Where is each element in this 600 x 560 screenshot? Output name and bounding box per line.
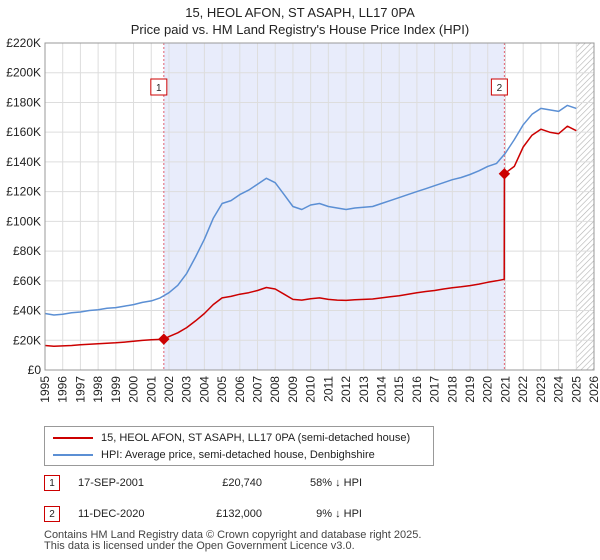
legend-item-property: 15, HEOL AFON, ST ASAPH, LL17 0PA (semi-… <box>53 430 410 446</box>
footer-line-1: Contains HM Land Registry data © Crown c… <box>44 529 422 541</box>
legend-swatch-hpi <box>53 454 93 456</box>
x-tick-label: 2008 <box>268 376 282 403</box>
y-tick-label: £140K <box>6 155 41 169</box>
x-tick-label: 2017 <box>428 376 442 403</box>
x-tick-label: 2018 <box>445 376 459 403</box>
x-tick-label: 2016 <box>410 376 424 403</box>
legend-item-hpi: HPI: Average price, semi-detached house,… <box>53 447 375 463</box>
price-chart: 1 2 £0 £20K £40K £60K £80K £100K £120K £140K £160K… <box>6 36 600 403</box>
chart-legend: 15, HEOL AFON, ST ASAPH, LL17 0PA (semi-… <box>44 426 434 466</box>
sale-point-2 <box>498 168 511 180</box>
y-tick-label: £20K <box>13 333 41 347</box>
x-tick-label: 2023 <box>534 376 548 403</box>
x-tick-label: 2013 <box>357 376 371 403</box>
x-tick-label: 2003 <box>180 376 194 403</box>
x-tick-label: 1997 <box>73 376 87 403</box>
x-tick-label: 2004 <box>197 376 211 403</box>
y-tick-label: £180K <box>6 95 41 109</box>
legend-swatch-property <box>53 437 93 439</box>
x-tick-label: 2026 <box>587 376 600 403</box>
sale-price-2: £132,000 <box>216 508 262 520</box>
x-tick-label: 2019 <box>463 376 477 403</box>
x-tick-label: 2000 <box>127 376 141 403</box>
x-tick-label: 2006 <box>233 376 247 403</box>
y-tick-label: £40K <box>13 304 41 318</box>
x-tick-label: 1998 <box>91 376 105 403</box>
sale-price-1: £20,740 <box>222 477 262 489</box>
sale-row-1: 1 17-SEP-2001 £20,740 58% ↓ HPI <box>44 473 362 493</box>
chart-title: 15, HEOL AFON, ST ASAPH, LL17 0PA Price … <box>0 4 600 38</box>
title-line-2: Price paid vs. HM Land Registry's House … <box>130 22 470 37</box>
y-tick-label: £160K <box>6 125 41 139</box>
x-tick-label: 2014 <box>374 376 388 403</box>
x-tick-label: 2007 <box>251 376 265 403</box>
title-line-1: 15, HEOL AFON, ST ASAPH, LL17 0PA <box>185 5 415 20</box>
y-tick-label: £120K <box>6 185 41 199</box>
footer: Contains HM Land Registry data © Crown c… <box>44 530 421 552</box>
x-tick-label: 2005 <box>215 376 229 403</box>
x-tick-label: 2009 <box>286 376 300 403</box>
x-tick-label: 2024 <box>552 376 566 403</box>
forecast-hatch <box>576 43 594 370</box>
hpi-series-line <box>44 104 577 316</box>
sale-date-1: 17-SEP-2001 <box>78 477 145 489</box>
x-tick-label: 2021 <box>498 376 512 403</box>
sale-badge-1: 1 <box>44 475 60 491</box>
sale-hpi-diff-1: 58% ↓ HPI <box>310 477 362 489</box>
x-tick-label: 1999 <box>109 376 123 403</box>
x-tick-label: 2002 <box>162 376 176 403</box>
legend-label-hpi: HPI: Average price, semi-detached house,… <box>101 449 375 461</box>
y-tick-label: £220K <box>6 36 41 50</box>
property-series-line <box>44 125 577 347</box>
sale-hpi-diff-2: 9% ↓ HPI <box>316 508 362 520</box>
sale-point-1 <box>158 333 170 345</box>
x-tick-label: 2020 <box>481 376 495 403</box>
y-tick-label: £100K <box>6 214 41 228</box>
annotation-label-1: 1 <box>156 83 162 94</box>
annotation-box-1 <box>150 78 168 96</box>
x-tick-label: 2025 <box>569 376 583 403</box>
x-tick-label: 2022 <box>516 376 530 403</box>
x-tick-label: 2012 <box>339 376 353 403</box>
x-tick-label: 1996 <box>56 376 70 403</box>
y-tick-label: £0 <box>28 363 42 377</box>
x-tick-label: 2015 <box>392 376 406 403</box>
legend-label-property: 15, HEOL AFON, ST ASAPH, LL17 0PA (semi-… <box>101 432 411 444</box>
sale-badge-2: 2 <box>44 506 60 522</box>
ownership-shade <box>163 43 505 370</box>
x-tick-label: 2011 <box>321 376 335 402</box>
footer-line-2: This data is licensed under the Open Gov… <box>44 540 355 552</box>
sale-row-2: 2 11-DEC-2020 £132,000 9% ↓ HPI <box>44 504 362 524</box>
plot-frame <box>44 42 595 371</box>
annotation-box-2 <box>490 78 508 96</box>
y-tick-label: £200K <box>6 66 41 80</box>
x-tick-label: 2001 <box>144 376 158 403</box>
annotation-label-2: 2 <box>497 83 503 94</box>
sale-date-2: 11-DEC-2020 <box>78 508 145 520</box>
x-tick-label: 2010 <box>304 376 318 403</box>
y-tick-label: £60K <box>13 274 41 288</box>
x-tick-label: 1995 <box>38 376 52 403</box>
y-tick-label: £80K <box>13 244 41 258</box>
